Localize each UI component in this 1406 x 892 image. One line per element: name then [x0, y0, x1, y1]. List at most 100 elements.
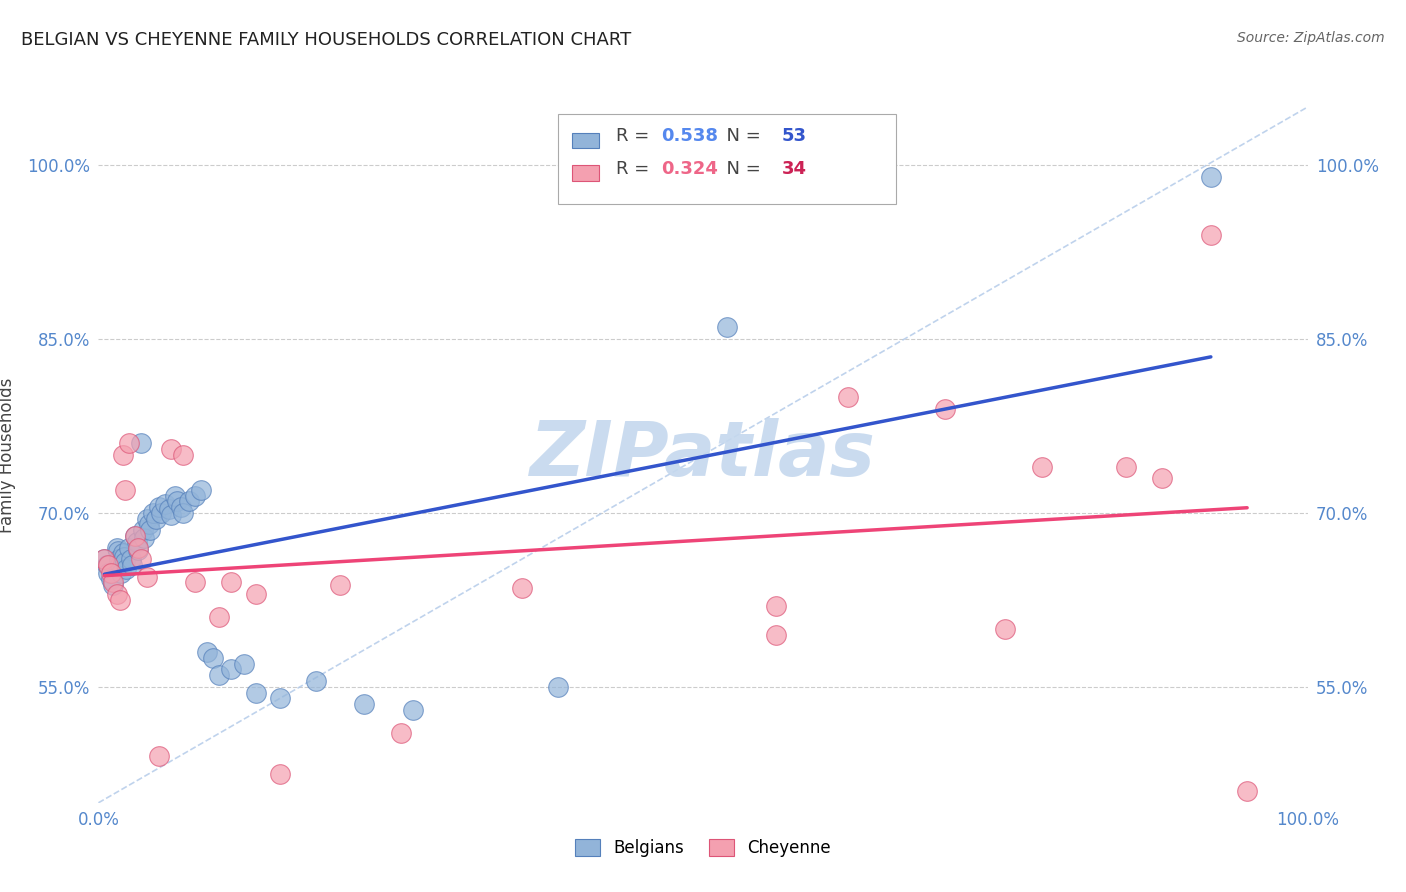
Point	[305, 674, 328, 689]
Text: BELGIAN VS CHEYENNE FAMILY HOUSEHOLDS CORRELATION CHART: BELGIAN VS CHEYENNE FAMILY HOUSEHOLDS CO…	[21, 31, 631, 49]
Point	[179, 494, 201, 508]
Point	[353, 698, 375, 712]
Point	[142, 506, 165, 520]
Point	[111, 448, 134, 462]
Point	[202, 651, 225, 665]
Point	[765, 628, 787, 642]
Point	[208, 668, 231, 682]
Point	[153, 497, 176, 511]
Point	[994, 622, 1017, 636]
Text: ZIPatlas: ZIPatlas	[530, 418, 876, 491]
Point	[1031, 459, 1053, 474]
Point	[105, 541, 128, 555]
Point	[157, 502, 180, 516]
Point	[1236, 784, 1258, 798]
Point	[118, 541, 141, 555]
Point	[127, 534, 149, 549]
Point	[148, 500, 170, 514]
Point	[100, 566, 122, 581]
Point	[934, 401, 956, 416]
Point	[100, 572, 122, 586]
Point	[547, 680, 569, 694]
Point	[1199, 227, 1222, 242]
Point	[107, 544, 129, 558]
Point	[232, 657, 254, 671]
Text: R =: R =	[616, 128, 655, 145]
Point	[269, 691, 291, 706]
Point	[329, 578, 352, 592]
Point	[101, 578, 124, 592]
Point	[132, 523, 155, 537]
Point	[114, 555, 136, 569]
Point	[245, 587, 267, 601]
Point	[108, 592, 131, 607]
Point	[138, 517, 160, 532]
Point	[124, 529, 146, 543]
Point	[765, 599, 787, 613]
Bar	[572, 166, 599, 181]
Point	[120, 552, 142, 566]
Point	[1199, 169, 1222, 184]
Y-axis label: Family Households: Family Households	[0, 377, 15, 533]
Point	[129, 552, 152, 566]
Point	[135, 569, 157, 583]
Point	[115, 561, 138, 575]
Point	[110, 566, 132, 581]
Text: 34: 34	[782, 160, 807, 178]
Point	[127, 541, 149, 555]
Point	[148, 749, 170, 764]
Point	[108, 558, 131, 573]
Point	[1152, 471, 1174, 485]
Text: 0.324: 0.324	[661, 160, 717, 178]
Point	[101, 575, 124, 590]
Point	[145, 512, 167, 526]
Point	[97, 566, 120, 581]
Point	[93, 552, 115, 566]
Point	[245, 685, 267, 699]
Point	[160, 442, 183, 456]
Point	[269, 766, 291, 781]
Text: N =: N =	[716, 160, 766, 178]
Point	[124, 529, 146, 543]
Point	[716, 320, 738, 334]
Text: 53: 53	[782, 128, 807, 145]
FancyBboxPatch shape	[558, 114, 897, 204]
Text: 0.538: 0.538	[661, 128, 717, 145]
Point	[184, 489, 207, 503]
Text: R =: R =	[616, 160, 655, 178]
Point	[389, 726, 412, 740]
Point	[190, 483, 212, 497]
Point	[114, 483, 136, 497]
Point	[195, 645, 218, 659]
Point	[105, 587, 128, 601]
Point	[97, 558, 120, 573]
Point	[510, 582, 533, 596]
Point	[121, 558, 143, 573]
Point	[221, 663, 243, 677]
Bar	[572, 133, 599, 148]
Point	[172, 506, 194, 520]
Point	[402, 703, 425, 717]
Point	[169, 500, 191, 514]
Point	[184, 575, 207, 590]
Point	[134, 532, 156, 546]
Point	[163, 489, 186, 503]
Point	[172, 448, 194, 462]
Point	[93, 552, 115, 566]
Point	[135, 512, 157, 526]
Point	[112, 549, 135, 564]
Point	[129, 436, 152, 450]
Point	[1115, 459, 1137, 474]
Point	[208, 610, 231, 624]
Text: Source: ZipAtlas.com: Source: ZipAtlas.com	[1237, 31, 1385, 45]
Point	[837, 390, 859, 404]
Point	[108, 552, 131, 566]
Point	[127, 543, 149, 558]
Point	[118, 436, 141, 450]
Point	[111, 546, 134, 560]
Legend: Belgians, Cheyenne: Belgians, Cheyenne	[568, 832, 838, 864]
Point	[166, 494, 188, 508]
Point	[160, 508, 183, 523]
Point	[96, 558, 118, 573]
Point	[221, 575, 243, 590]
